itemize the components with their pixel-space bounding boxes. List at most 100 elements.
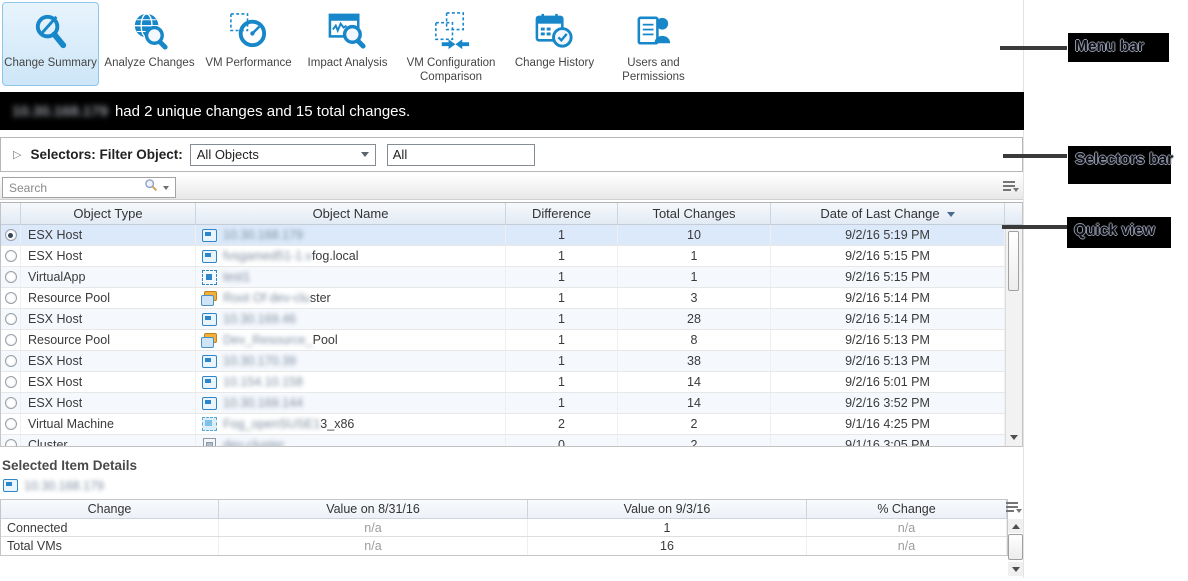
banner-message: had 2 unique changes and 15 total change…	[114, 102, 411, 120]
table-row[interactable]: Resource Pool Root Of dev-clu ster 1 3 9…	[1, 288, 1022, 309]
row-select-radio[interactable]	[4, 313, 17, 325]
row-select-radio[interactable]	[4, 418, 17, 430]
details-column-chooser-icon[interactable]	[1006, 502, 1022, 515]
object-name-redacted: 10.30.170.39	[223, 354, 296, 368]
menu-item-analyze-changes[interactable]: Analyze Changes	[101, 2, 198, 71]
quick-view-callout-label: Quick view	[1067, 217, 1171, 248]
details-selected-item: 10.30.168.179	[0, 478, 1023, 493]
change-summary-icon	[29, 8, 72, 55]
detail-row: Total VMs n/a 16 n/a	[1, 537, 1007, 555]
value-after: 16	[528, 537, 807, 555]
menu-item-change-summary[interactable]: Change Summary	[2, 2, 99, 86]
quick-view-table: Object Type Object Name Difference Total…	[0, 202, 1023, 447]
details-table: Change Value on 8/31/16 Value on 9/3/16 …	[0, 499, 1008, 556]
column-header-value-after[interactable]: Value on 9/3/16	[528, 500, 807, 518]
table-row[interactable]: Cluster dev-cluster 0 2 9/1/16 3:05 PM	[1, 435, 1022, 447]
column-header-total-changes[interactable]: Total Changes	[618, 203, 771, 224]
column-header-difference[interactable]: Difference	[506, 203, 618, 224]
object-name-redacted: 10.30.169.46	[223, 312, 296, 326]
column-header-value-before[interactable]: Value on 8/31/16	[219, 500, 528, 518]
table-row[interactable]: ESX Host 10.30.170.39 1 38 9/2/16 5:13 P…	[1, 351, 1022, 372]
object-filter-dropdown[interactable]: All Objects	[189, 143, 376, 166]
scroll-down-button[interactable]	[1008, 562, 1023, 576]
menu-item-users-and-permissions[interactable]: Users and Permissions	[605, 2, 702, 86]
object-name-redacted: fvsgamed51-1.v	[223, 249, 312, 263]
vm-performance-icon	[227, 8, 270, 55]
difference-value: 1	[506, 372, 618, 392]
table-row[interactable]: ESX Host 10.30.169.144 1 14 9/2/16 3:52 …	[1, 393, 1022, 414]
menu-item-label: VM Configuration Comparison	[406, 57, 496, 84]
menu-item-vm-configuration-comparison[interactable]: VM Configuration Comparison	[398, 2, 504, 86]
details-scrollbar[interactable]	[1008, 518, 1023, 576]
selectors-label: Selectors: Filter Object:	[30, 147, 183, 162]
row-select-radio[interactable]	[4, 355, 17, 367]
value-after: 1	[528, 519, 807, 536]
last-change-date: 9/2/16 5:13 PM	[771, 330, 1005, 350]
difference-value: 1	[506, 267, 618, 287]
table-row[interactable]: ESX Host 10.30.168.179 1 10 9/2/16 5:19 …	[1, 225, 1022, 246]
table-row[interactable]: Virtual Machine Fog_openSUSE1 3_x86 2 2 …	[1, 414, 1022, 435]
row-select-radio[interactable]	[4, 250, 17, 262]
menu-item-label: Analyze Changes	[104, 57, 195, 69]
row-select-radio[interactable]	[4, 229, 17, 241]
object-type-icon	[201, 290, 218, 306]
scrollbar-thumb[interactable]	[1008, 231, 1019, 291]
object-type-label: ESX Host	[28, 354, 83, 368]
total-changes-value: 3	[618, 288, 771, 308]
expander-icon[interactable]: ▷	[13, 149, 22, 161]
scroll-down-button[interactable]	[1006, 430, 1022, 445]
object-filter-value: All Objects	[196, 147, 259, 162]
table-row[interactable]: Resource Pool Dev_Resource_ Pool 1 8 9/2…	[1, 330, 1022, 351]
search-options-chevron-icon[interactable]	[163, 186, 169, 193]
detail-row: Connected n/a 1 n/a	[1, 519, 1007, 537]
object-type-icon	[201, 249, 218, 264]
row-select-radio[interactable]	[4, 271, 17, 283]
value-before: n/a	[219, 537, 528, 555]
object-name-redacted: 10.154.10.158	[223, 375, 303, 389]
menu-item-label: Users and Permissions	[622, 57, 685, 84]
scroll-up-button[interactable]	[1008, 519, 1023, 533]
table-row[interactable]: ESX Host 10.30.169.46 1 28 9/2/16 5:14 P…	[1, 309, 1022, 330]
scrollbar-thumb[interactable]	[1008, 534, 1023, 560]
table-row[interactable]: ESX Host fvsgamed51-1.v fog.local 1 1 9/…	[1, 246, 1022, 267]
table-row[interactable]: ESX Host 10.154.10.158 1 14 9/2/16 5:01 …	[1, 372, 1022, 393]
difference-value: 1	[506, 309, 618, 329]
object-type-label: Cluster	[28, 438, 68, 447]
object-name-clear: 3_x86	[320, 417, 355, 431]
users-and-permissions-icon	[632, 8, 675, 55]
change-name: Total VMs	[1, 537, 219, 555]
menu-item-impact-analysis[interactable]: Impact Analysis	[299, 2, 396, 71]
object-type-icon	[201, 396, 218, 411]
row-select-radio[interactable]	[4, 397, 17, 409]
object-name-clear: ster	[309, 291, 331, 305]
percent-change: n/a	[807, 519, 1007, 536]
object-type-icon	[201, 416, 218, 432]
row-select-radio[interactable]	[4, 376, 17, 388]
column-header-object-name[interactable]: Object Name	[196, 203, 506, 224]
column-chooser-icon[interactable]	[1003, 181, 1019, 194]
menu-item-change-history[interactable]: Change History	[506, 2, 603, 71]
column-header-date-of-last-change[interactable]: Date of Last Change	[771, 203, 1005, 224]
table-row[interactable]: VirtualApp test1 1 1 9/2/16 5:15 PM	[1, 267, 1022, 288]
search-input[interactable]: Search	[2, 177, 176, 198]
selectors-bar-callout-label: Selectors bar	[1068, 146, 1173, 184]
change-history-icon	[533, 8, 576, 55]
column-header-object-type[interactable]: Object Type	[21, 203, 196, 224]
total-changes-value: 28	[618, 309, 771, 329]
column-header-percent-change[interactable]: % Change	[807, 500, 1007, 518]
total-changes-value: 1	[618, 246, 771, 266]
last-change-date: 9/2/16 5:15 PM	[771, 267, 1005, 287]
total-changes-value: 38	[618, 351, 771, 371]
total-changes-value: 1	[618, 267, 771, 287]
row-select-radio[interactable]	[4, 439, 17, 446]
total-changes-value: 8	[618, 330, 771, 350]
quick-view-scrollbar[interactable]	[1005, 226, 1022, 446]
difference-value: 1	[506, 393, 618, 413]
row-select-radio[interactable]	[4, 292, 17, 304]
row-select-radio[interactable]	[4, 334, 17, 346]
column-header-change[interactable]: Change	[1, 500, 219, 518]
content-area: Change Summary Analyze Changes VM Perfor…	[0, 0, 1024, 578]
name-filter-input[interactable]: All	[386, 143, 535, 166]
menu-item-vm-performance[interactable]: VM Performance	[200, 2, 297, 71]
last-change-date: 9/2/16 5:01 PM	[771, 372, 1005, 392]
